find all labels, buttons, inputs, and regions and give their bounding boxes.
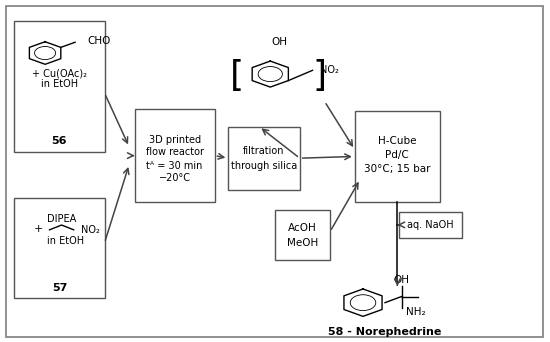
FancyBboxPatch shape bbox=[6, 6, 543, 337]
Text: DIPEA: DIPEA bbox=[47, 214, 76, 224]
Text: MeOH: MeOH bbox=[287, 238, 318, 248]
FancyBboxPatch shape bbox=[228, 127, 300, 190]
Text: 58 - Norephedrine: 58 - Norephedrine bbox=[328, 327, 442, 338]
Text: filtration: filtration bbox=[243, 146, 285, 156]
Text: NO₂: NO₂ bbox=[81, 225, 100, 235]
FancyBboxPatch shape bbox=[275, 210, 330, 260]
Text: NO₂: NO₂ bbox=[320, 65, 339, 75]
Text: AcOH: AcOH bbox=[288, 223, 317, 233]
FancyBboxPatch shape bbox=[135, 109, 214, 202]
Text: 56: 56 bbox=[52, 136, 67, 146]
FancyBboxPatch shape bbox=[14, 198, 104, 298]
Text: in EtOH: in EtOH bbox=[41, 79, 78, 89]
Text: CHO: CHO bbox=[87, 36, 111, 45]
FancyBboxPatch shape bbox=[399, 212, 462, 238]
Text: flow reactor: flow reactor bbox=[146, 147, 204, 157]
Text: OH: OH bbox=[272, 37, 288, 47]
Text: 3D printed: 3D printed bbox=[148, 135, 201, 145]
Text: + Cu(OAc)₂: + Cu(OAc)₂ bbox=[32, 68, 87, 79]
FancyBboxPatch shape bbox=[355, 111, 440, 202]
Text: aq. NaOH: aq. NaOH bbox=[407, 220, 454, 230]
Text: −20°C: −20°C bbox=[158, 173, 191, 183]
Text: tᴬ = 30 min: tᴬ = 30 min bbox=[146, 161, 203, 171]
Text: OH: OH bbox=[393, 275, 410, 286]
Text: 57: 57 bbox=[52, 283, 67, 293]
Text: [: [ bbox=[229, 59, 244, 93]
Text: in EtOH: in EtOH bbox=[47, 236, 84, 246]
Text: 30°C; 15 bar: 30°C; 15 bar bbox=[364, 165, 431, 174]
Text: NH₂: NH₂ bbox=[406, 307, 426, 317]
Text: +: + bbox=[34, 224, 43, 234]
Text: through silica: through silica bbox=[231, 161, 297, 171]
Text: ]: ] bbox=[312, 59, 326, 93]
Text: H-Cube: H-Cube bbox=[378, 136, 417, 146]
Text: Pd/C: Pd/C bbox=[386, 150, 409, 160]
FancyBboxPatch shape bbox=[14, 21, 104, 152]
